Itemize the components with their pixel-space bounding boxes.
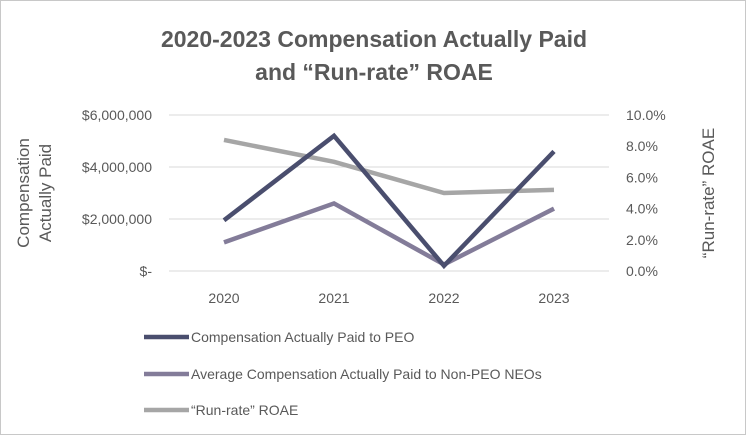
y-right-tick-label: 2.0% (626, 232, 658, 248)
legend-label: Average Compensation Actually Paid to No… (191, 366, 542, 382)
legend-label: “Run-rate” ROAE (191, 402, 298, 418)
left-axis-label-line1: Compensation (14, 138, 33, 248)
y-left-tick-label: $- (140, 263, 153, 279)
series-line (223, 200, 556, 268)
y-left-tick-label: $4,000,000 (82, 159, 152, 175)
x-tick-label: 2020 (208, 290, 239, 306)
x-tick-label: 2023 (538, 290, 569, 306)
y-right-tick-label: 6.0% (626, 169, 658, 185)
series-line (223, 137, 555, 196)
chart-title-line2: and “Run-rate” ROAE (255, 59, 493, 85)
chart-title-line1: 2020-2023 Compensation Actually Paid (161, 26, 587, 52)
y-right-tick-label: 4.0% (626, 201, 658, 217)
series-line (222, 132, 556, 270)
right-axis-label: “Run-rate” ROAE (699, 128, 718, 258)
y-right-tick-label: 0.0% (626, 263, 658, 279)
y-right-tick-label: 10.0% (626, 107, 666, 123)
y-right-tick-label: 8.0% (626, 138, 658, 154)
left-axis-label-line2: Actually Paid (36, 144, 55, 242)
y-left-tick-label: $2,000,000 (82, 211, 152, 227)
x-tick-label: 2021 (318, 290, 349, 306)
y-left-tick-label: $6,000,000 (82, 107, 152, 123)
x-tick-label: 2022 (428, 290, 459, 306)
legend-label: Compensation Actually Paid to PEO (191, 329, 414, 345)
